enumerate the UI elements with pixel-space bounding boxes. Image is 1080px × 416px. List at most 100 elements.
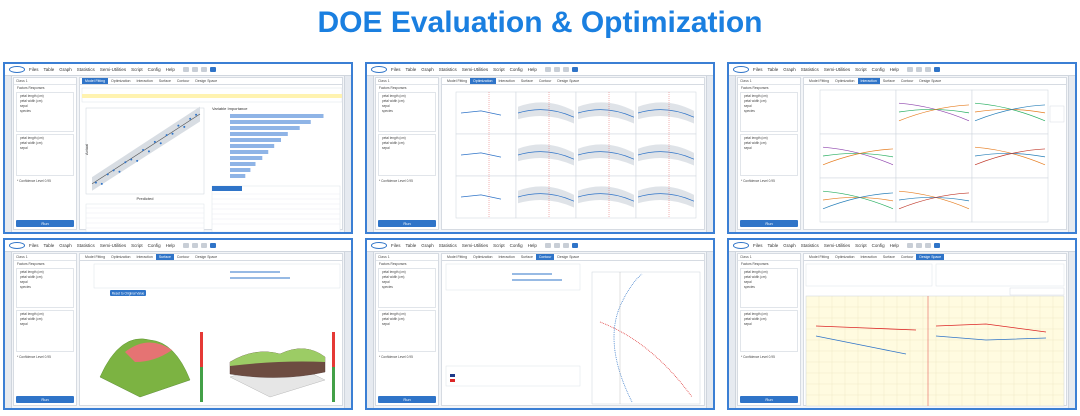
- tab-optimization[interactable]: Optimization: [111, 79, 131, 83]
- menu-item[interactable]: Config: [509, 243, 523, 248]
- confidence-level[interactable]: * Confidence Level 0.95: [379, 354, 413, 359]
- toolbar-icon[interactable]: [191, 243, 198, 248]
- factor-item[interactable]: petal width (cm): [744, 98, 767, 103]
- factor-item[interactable]: petal length (cm): [382, 269, 406, 274]
- factor-item[interactable]: petal length (cm): [744, 269, 768, 274]
- toolbar-icon[interactable]: [182, 67, 189, 72]
- toolbar-icon[interactable]: [562, 243, 569, 248]
- confidence-level[interactable]: * Confidence Level 0.95: [17, 178, 51, 183]
- response-item[interactable]: petal width (cm): [20, 316, 43, 321]
- menu-item[interactable]: Table: [405, 243, 417, 248]
- toolbar-icon[interactable]: [553, 67, 560, 72]
- response-item[interactable]: petal length (cm): [20, 311, 44, 316]
- tab-model-fitting[interactable]: Model Fitting: [85, 255, 106, 259]
- menu-item[interactable]: Config: [147, 67, 161, 72]
- menu-item[interactable]: Table: [43, 67, 55, 72]
- factor-item[interactable]: sepal: [382, 103, 390, 108]
- tab-design-space[interactable]: Design Space: [557, 79, 580, 83]
- toolbar-icon[interactable]: [933, 67, 940, 72]
- response-item[interactable]: sepal: [744, 145, 752, 150]
- tab-design-space[interactable]: Design Space: [916, 254, 945, 260]
- tab-surface[interactable]: Surface: [882, 255, 895, 259]
- menu-item[interactable]: Table: [767, 243, 779, 248]
- tab-interaction[interactable]: Interaction: [498, 79, 515, 83]
- menu-item[interactable]: Table: [767, 67, 779, 72]
- response-item[interactable]: petal width (cm): [20, 140, 43, 145]
- tab-model-fitting[interactable]: Model Fitting: [447, 79, 468, 83]
- menu-item[interactable]: Semi-Utilities: [461, 67, 489, 72]
- toolbar-icon[interactable]: [571, 67, 578, 72]
- response-item[interactable]: sepal: [20, 145, 28, 150]
- tab-interaction[interactable]: Interaction: [857, 78, 880, 84]
- menu-item[interactable]: Files: [753, 243, 763, 248]
- menu-item[interactable]: Help: [165, 67, 175, 72]
- menu-item[interactable]: Help: [889, 243, 899, 248]
- toolbar-icon[interactable]: [200, 243, 207, 248]
- toolbar-icon[interactable]: [906, 243, 913, 248]
- toolbar-icon[interactable]: [209, 67, 216, 72]
- toolbar-icon[interactable]: [906, 67, 913, 72]
- tab-interaction[interactable]: Interaction: [136, 79, 153, 83]
- run-button[interactable]: Run: [378, 396, 436, 403]
- response-item[interactable]: sepal: [744, 321, 752, 326]
- tab-surface[interactable]: Surface: [158, 79, 171, 83]
- run-button[interactable]: Run: [740, 220, 798, 227]
- tab-interaction[interactable]: Interaction: [860, 255, 877, 259]
- tab-contour[interactable]: Contour: [538, 79, 552, 83]
- menu-item[interactable]: Files: [753, 67, 763, 72]
- menu-item[interactable]: Config: [509, 67, 523, 72]
- response-item[interactable]: sepal: [382, 321, 390, 326]
- menu-item[interactable]: Help: [527, 67, 537, 72]
- toolbar-icon[interactable]: [200, 67, 207, 72]
- menu-item[interactable]: Files: [29, 243, 39, 248]
- factor-item[interactable]: species: [744, 284, 755, 289]
- toolbar-icon[interactable]: [915, 243, 922, 248]
- toolbar-icon[interactable]: [915, 67, 922, 72]
- tab-contour[interactable]: Contour: [900, 79, 914, 83]
- tab-model-fitting[interactable]: Model Fitting: [82, 78, 109, 84]
- menu-item[interactable]: Statistics: [800, 243, 819, 248]
- menu-item[interactable]: Config: [871, 243, 885, 248]
- factor-item[interactable]: species: [382, 108, 393, 113]
- tab-contour[interactable]: Contour: [176, 255, 190, 259]
- response-item[interactable]: sepal: [382, 145, 390, 150]
- menu-item[interactable]: Graph: [421, 243, 434, 248]
- menu-item[interactable]: Semi-Utilities: [461, 243, 489, 248]
- confidence-level[interactable]: * Confidence Level 0.95: [379, 178, 413, 183]
- factor-item[interactable]: species: [382, 284, 393, 289]
- factor-item[interactable]: petal length (cm): [744, 93, 768, 98]
- menu-item[interactable]: Script: [855, 243, 867, 248]
- tab-interaction[interactable]: Interaction: [136, 255, 153, 259]
- tab-contour[interactable]: Contour: [535, 254, 555, 260]
- response-item[interactable]: petal width (cm): [382, 140, 405, 145]
- tab-model-fitting[interactable]: Model Fitting: [809, 255, 830, 259]
- tab-design-space[interactable]: Design Space: [195, 255, 218, 259]
- menu-item[interactable]: Table: [43, 243, 55, 248]
- menu-item[interactable]: Script: [493, 243, 505, 248]
- factor-item[interactable]: petal length (cm): [382, 93, 406, 98]
- menu-item[interactable]: Help: [889, 67, 899, 72]
- tab-optimization[interactable]: Optimization: [835, 79, 855, 83]
- menu-item[interactable]: Semi-Utilities: [823, 243, 851, 248]
- tab-optimization[interactable]: Optimization: [470, 78, 496, 84]
- confidence-level[interactable]: * Confidence Level 0.95: [17, 354, 51, 359]
- toolbar-icon[interactable]: [209, 243, 216, 248]
- menu-item[interactable]: Statistics: [800, 67, 819, 72]
- menu-item[interactable]: Graph: [59, 67, 72, 72]
- menu-item[interactable]: Semi-Utilities: [99, 243, 127, 248]
- tab-design-space[interactable]: Design Space: [557, 255, 580, 259]
- confidence-level[interactable]: * Confidence Level 0.95: [741, 354, 775, 359]
- menu-item[interactable]: Statistics: [438, 67, 457, 72]
- response-item[interactable]: petal length (cm): [20, 135, 44, 140]
- factor-item[interactable]: petal width (cm): [20, 274, 43, 279]
- toolbar-icon[interactable]: [553, 243, 560, 248]
- tab-model-fitting[interactable]: Model Fitting: [447, 255, 468, 259]
- tab-contour[interactable]: Contour: [900, 255, 914, 259]
- menu-item[interactable]: Script: [855, 67, 867, 72]
- factor-item[interactable]: sepal: [20, 103, 28, 108]
- menu-item[interactable]: Graph: [783, 67, 796, 72]
- factor-item[interactable]: sepal: [744, 279, 752, 284]
- toolbar-icon[interactable]: [924, 67, 931, 72]
- menu-item[interactable]: Semi-Utilities: [823, 67, 851, 72]
- tab-contour[interactable]: Contour: [176, 79, 190, 83]
